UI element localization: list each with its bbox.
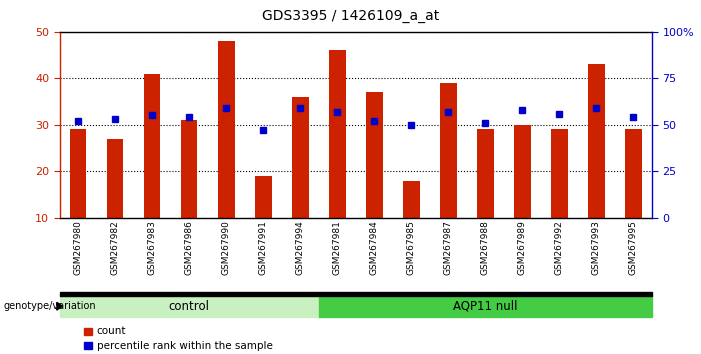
Bar bbox=[514, 125, 531, 218]
Bar bbox=[255, 176, 271, 218]
Text: AQP11 null: AQP11 null bbox=[453, 300, 517, 313]
Bar bbox=[144, 74, 161, 218]
Text: count: count bbox=[97, 326, 126, 336]
Bar bbox=[403, 181, 420, 218]
Bar bbox=[366, 92, 383, 218]
Bar bbox=[107, 139, 123, 218]
Bar bbox=[551, 130, 568, 218]
Bar bbox=[181, 120, 198, 218]
Bar bbox=[477, 130, 494, 218]
Bar bbox=[625, 130, 641, 218]
Bar bbox=[588, 64, 605, 218]
Bar bbox=[329, 50, 346, 218]
Bar bbox=[70, 130, 86, 218]
Bar bbox=[440, 83, 456, 218]
Text: percentile rank within the sample: percentile rank within the sample bbox=[97, 341, 273, 350]
Text: control: control bbox=[169, 300, 210, 313]
Bar bbox=[218, 41, 235, 218]
Bar bbox=[292, 97, 308, 218]
Text: genotype/variation: genotype/variation bbox=[4, 301, 96, 311]
Text: GDS3395 / 1426109_a_at: GDS3395 / 1426109_a_at bbox=[262, 9, 439, 23]
